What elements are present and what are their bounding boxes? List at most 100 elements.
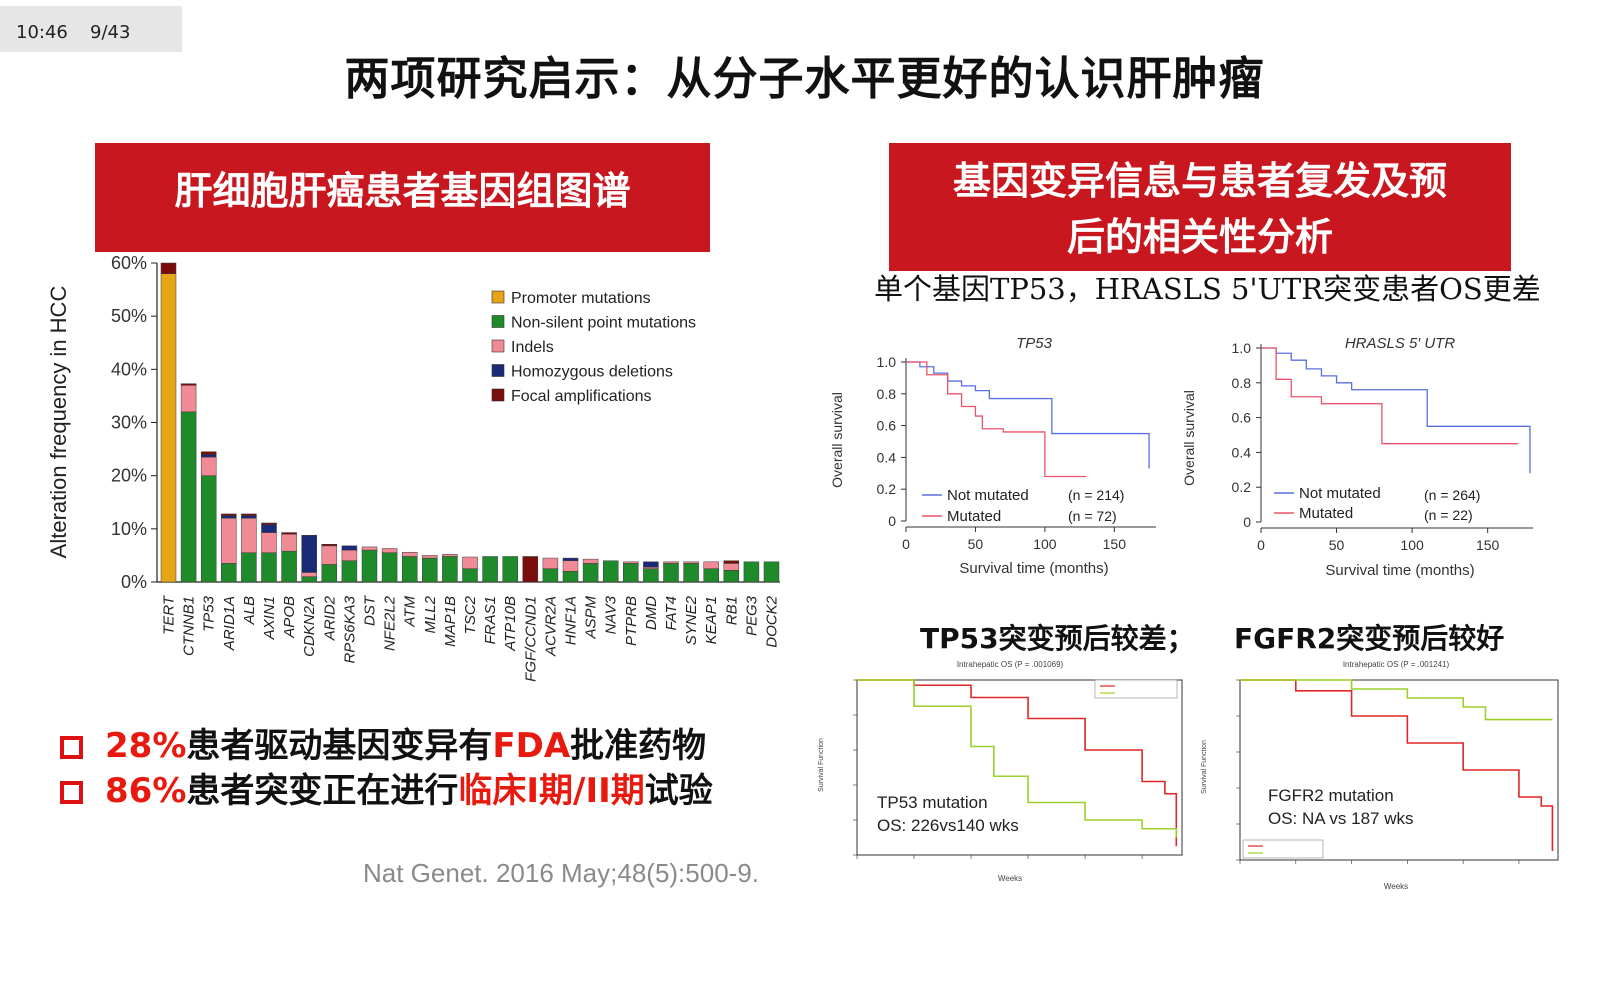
y-tick-label: 0.6 (1232, 410, 1252, 426)
x-tick-label: AXIN1 (261, 596, 278, 640)
bullet-text: 试验 (644, 771, 713, 811)
alteration-bar-chart: Alteration frequency in HCC 0% 10% 20% 30% 4… (40, 252, 780, 702)
y-tick-label: 1.0 (1232, 340, 1252, 356)
plot-frame (856, 679, 1183, 856)
sv-legend-box (1242, 839, 1324, 859)
x-tick-label: KEAP1 (703, 596, 720, 644)
km-lines (1261, 347, 1531, 474)
x-tick-label: PTPRB (623, 596, 640, 646)
bullet-highlight: FDA (492, 726, 571, 766)
bar-segment (200, 454, 217, 458)
sv-annotation: OS: 226vs140 wks (877, 816, 1019, 835)
bar-segment (462, 556, 478, 569)
legend-label: Indels (511, 339, 554, 356)
legend-label: Promoter mutations (511, 290, 651, 307)
bar-segment (562, 557, 579, 561)
legend-label: Non-silent point mutations (511, 315, 696, 332)
bar-segment (502, 556, 518, 583)
x-tick-label: TSC2 (462, 595, 479, 634)
x-tick-label: 50 (968, 536, 984, 552)
x-tick-label: DST (362, 594, 379, 626)
bar-segment (221, 563, 237, 583)
x-tick-label: CDKN2A (301, 596, 318, 657)
x-tick-label: RPS6KA3 (341, 595, 358, 663)
bar-segment (381, 548, 398, 554)
bar-segment (462, 568, 478, 583)
bar-segment (381, 552, 398, 583)
gene-subtitle: 单个基因TP53，HRASLS 5'UTR突变患者OS更差 (874, 272, 1541, 306)
x-tick-label: RB1 (723, 596, 740, 625)
bar-segment (241, 517, 257, 554)
x-tick-label: 100 (1400, 537, 1424, 553)
y-tick-label: 1.0 (877, 354, 897, 370)
sv-title: Intrahepatic OS (P = .001069) (957, 660, 1064, 669)
bar-segment (442, 556, 458, 583)
plot-frame (1239, 679, 1559, 861)
bar-segment (422, 555, 438, 559)
y-tick-label: 40% (111, 359, 147, 379)
bar-segment (301, 534, 317, 573)
sv-ylabel: Survival Function (818, 738, 825, 792)
bar-segment (281, 532, 297, 535)
citation: Nat Genet. 2016 May;48(5):500-9. (363, 858, 760, 888)
tp53-prognosis-heading: TP53突变预后较差； (920, 622, 1195, 655)
bullet-item: 28%患者驱动基因变异有FDA批准药物 (60, 718, 706, 767)
bar-segment (763, 561, 780, 583)
sv-annotation: TP53 mutation (877, 793, 988, 812)
x-tick-label: 100 (1033, 536, 1057, 552)
bar-chart-ylabel: Alteration frequency in HCC (46, 286, 71, 559)
bar-segment (623, 563, 639, 583)
bar-segment (442, 554, 458, 557)
bar-segment (482, 556, 498, 583)
bar-segment (723, 570, 740, 583)
km-axes: 0 0.2 0.4 0.6 0.8 1.0 0 50 100 150 (877, 354, 1156, 552)
bar-segment (200, 475, 217, 583)
bar-segment (221, 515, 237, 519)
x-tick-label: DOCK2 (764, 595, 781, 647)
x-tick-label: MAP1B (442, 596, 459, 647)
page-counter: 9/43 (90, 22, 131, 43)
bar-segment (723, 563, 740, 571)
bar-segment (241, 515, 257, 519)
bar-segment (361, 546, 378, 551)
bar-segment (160, 273, 177, 583)
bar-segment (261, 552, 277, 583)
x-tick-label: ASPM (583, 596, 600, 640)
sv-axes (853, 679, 1183, 859)
y-tick-label: 0.2 (877, 481, 897, 497)
legend-label: Not mutated (947, 487, 1029, 504)
legend-n: (n = 214) (1068, 487, 1124, 503)
survival-curve (1240, 679, 1554, 851)
km-legend: Not mutated (n = 264) Mutated (n = 22) (1274, 485, 1480, 523)
x-tick-label: 150 (1103, 536, 1127, 552)
bar-segment (703, 568, 719, 583)
bullet-percent: 86% (105, 771, 187, 811)
right-banner-line1: 基因变异信息与患者复发及预 (952, 159, 1447, 203)
x-tick-label: ACVR2A (542, 596, 559, 657)
bar-segment (683, 563, 699, 583)
bullet-text: 批准药物 (570, 726, 707, 766)
bar-segment (160, 262, 177, 274)
bar-segment (643, 568, 659, 583)
bar-segment (321, 564, 338, 583)
bullet-text: 患者突变正在进行 (186, 771, 459, 811)
km-xlabel: Survival time (months) (1325, 562, 1474, 579)
bar-segment (221, 513, 237, 516)
bar-segment (663, 563, 679, 583)
x-tick-label: SYNE2 (683, 595, 700, 645)
sv-annotation: FGFR2 mutation (1268, 786, 1394, 805)
x-tick-label: NAV3 (603, 595, 620, 634)
bar-segment (663, 561, 679, 564)
km-plot-hrasls: HRASLS 5′ UTR Overall survival Survival … (1181, 335, 1533, 579)
bar-segment (341, 549, 358, 561)
legend-swatch (491, 388, 505, 402)
y-tick-label: 0 (888, 513, 896, 529)
x-tick-label: ATP10B (502, 596, 519, 652)
y-tick-label: 0.4 (877, 449, 897, 465)
bar-segment (321, 545, 338, 565)
km-plot-tp53: TP53 Overall survival Survival time (mon… (829, 335, 1156, 577)
x-tick-label: FRAS1 (482, 596, 499, 644)
bar-segment (281, 533, 297, 552)
bullet-item: 86%患者突变正在进行临床I期/II期试验 (60, 763, 713, 812)
y-tick-label: 0.8 (1232, 375, 1252, 391)
